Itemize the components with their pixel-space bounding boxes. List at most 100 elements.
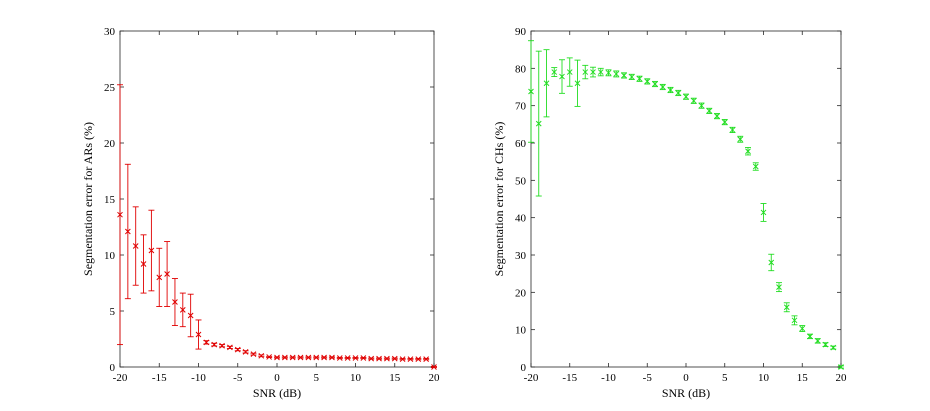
- y-tick-label: 0: [521, 362, 527, 374]
- data-point: [423, 356, 430, 363]
- data-point: [211, 341, 218, 348]
- data-point: [574, 80, 581, 87]
- data-point: [783, 304, 790, 311]
- y-tick-label: 30: [515, 250, 527, 262]
- data-point: [352, 355, 359, 361]
- data-point: [721, 119, 728, 125]
- data-point: [227, 344, 233, 351]
- y-tick-label: 10: [515, 325, 527, 337]
- data-point: [321, 354, 327, 361]
- x-axis-label: SNR (dB): [253, 386, 301, 400]
- data-point: [368, 355, 375, 362]
- data-point: [737, 136, 744, 143]
- data-point: [597, 69, 604, 75]
- x-tick-label: -5: [643, 372, 653, 384]
- data-point: [667, 87, 674, 93]
- x-tick-label: 5: [314, 372, 320, 384]
- data-point: [415, 356, 422, 363]
- data-point: [729, 127, 736, 133]
- data-point: [124, 228, 131, 235]
- data-point: [621, 72, 627, 79]
- data-point: [644, 78, 651, 85]
- data-point: [117, 211, 123, 218]
- x-tick-label: -5: [233, 372, 243, 384]
- data-point: [384, 355, 390, 362]
- data-point: [566, 69, 573, 75]
- data-point: [336, 355, 343, 361]
- y-axis-label: Segmentation error for ARs (%): [81, 122, 95, 276]
- data-point: [156, 274, 163, 281]
- data-point: [274, 354, 280, 361]
- x-tick-label: 15: [389, 372, 401, 384]
- data-point: [329, 354, 335, 361]
- data-point: [628, 74, 635, 80]
- x-tick-label: -10: [191, 372, 206, 384]
- x-tick-label: -20: [113, 372, 128, 384]
- data-point: [791, 317, 798, 324]
- data-point: [745, 148, 751, 155]
- data-point: [605, 69, 612, 76]
- data-point: [219, 342, 225, 349]
- data-point: [234, 346, 241, 353]
- x-tick-label: 15: [797, 372, 809, 384]
- data-point: [164, 271, 170, 277]
- data-point: [714, 113, 720, 119]
- data-point: [613, 71, 620, 77]
- plot-area-frame: [119, 30, 435, 368]
- data-point: [652, 81, 658, 87]
- y-tick-label: 25: [104, 82, 116, 94]
- data-point: [528, 88, 534, 95]
- data-point: [683, 93, 689, 100]
- data-point: [582, 69, 589, 75]
- x-tick-label: -20: [524, 372, 539, 384]
- data-point: [187, 312, 194, 319]
- data-point: [179, 307, 186, 313]
- x-tick-label: -10: [601, 372, 616, 384]
- data-point: [132, 243, 139, 249]
- data-point: [659, 84, 666, 90]
- y-tick-label: 50: [515, 175, 527, 187]
- data-point: [768, 259, 775, 266]
- chart-panel-1: -20 -15 -10 -5 0 5 10 15 20 0 5 10 15 20 25 30 SNR (dB) S…: [81, 26, 440, 400]
- x-tick-label: 10: [758, 372, 770, 384]
- chart-panel-2: -20 -15 -10 -5 0 5 10 15 20 0 10 20 30 40 50 60 70 80 90 SN…: [492, 26, 847, 400]
- data-point: [535, 120, 542, 127]
- data-point: [776, 284, 782, 290]
- data-point: [195, 331, 202, 338]
- data-point: [760, 209, 767, 216]
- data-point: [305, 354, 312, 361]
- data-point: [675, 90, 682, 96]
- data-point: [590, 69, 596, 75]
- data-point: [431, 364, 437, 370]
- data-point: [706, 108, 713, 114]
- data-point: [690, 97, 697, 104]
- data-point: [559, 73, 565, 80]
- data-point: [807, 333, 813, 340]
- data-point: [297, 354, 304, 361]
- x-tick-label: -15: [152, 372, 167, 384]
- data-point: [407, 356, 414, 363]
- y-tick-label: 70: [515, 101, 527, 113]
- y-axis-label: Segmentation error for CHs (%): [492, 122, 506, 277]
- data-point: [313, 354, 320, 361]
- data-point: [830, 344, 837, 351]
- data-point: [281, 354, 288, 361]
- x-tick-label: 20: [429, 372, 441, 384]
- x-tick-label: 10: [350, 372, 362, 384]
- y-tick-label: 5: [110, 306, 116, 318]
- data-point: [752, 163, 759, 170]
- y-tick-label: 40: [515, 213, 527, 225]
- data-point: [140, 261, 147, 267]
- data-point: [258, 352, 265, 359]
- data-point: [172, 299, 178, 305]
- data-point: [814, 338, 821, 344]
- y-tick-label: 90: [515, 26, 527, 38]
- x-tick-label: -15: [562, 372, 577, 384]
- data-point: [551, 69, 558, 75]
- y-tick-label: 0: [110, 362, 116, 374]
- y-tick-label: 20: [104, 138, 116, 150]
- data-point: [698, 102, 705, 109]
- data-point: [543, 80, 550, 87]
- data-point: [838, 364, 844, 370]
